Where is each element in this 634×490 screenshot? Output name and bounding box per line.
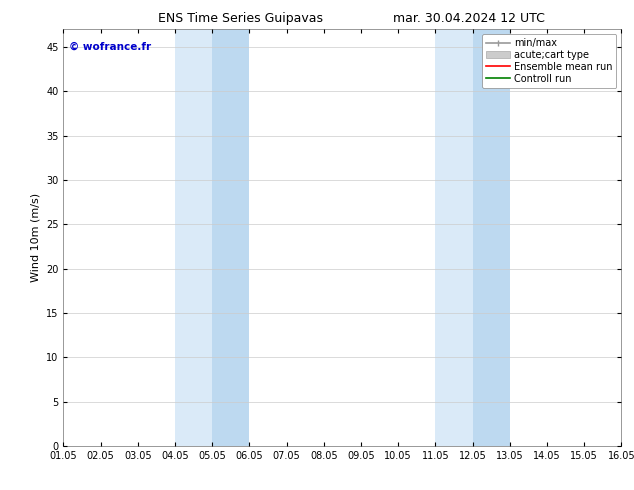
Legend: min/max, acute;cart type, Ensemble mean run, Controll run: min/max, acute;cart type, Ensemble mean … bbox=[482, 34, 616, 88]
Bar bbox=[175, 29, 249, 446]
Bar bbox=[436, 29, 510, 446]
Bar bbox=[212, 29, 249, 446]
Text: mar. 30.04.2024 12 UTC: mar. 30.04.2024 12 UTC bbox=[393, 12, 545, 25]
Y-axis label: Wind 10m (m/s): Wind 10m (m/s) bbox=[30, 193, 41, 282]
Text: ENS Time Series Guipavas: ENS Time Series Guipavas bbox=[158, 12, 323, 25]
Bar bbox=[472, 29, 510, 446]
Text: © wofrance.fr: © wofrance.fr bbox=[69, 42, 151, 52]
